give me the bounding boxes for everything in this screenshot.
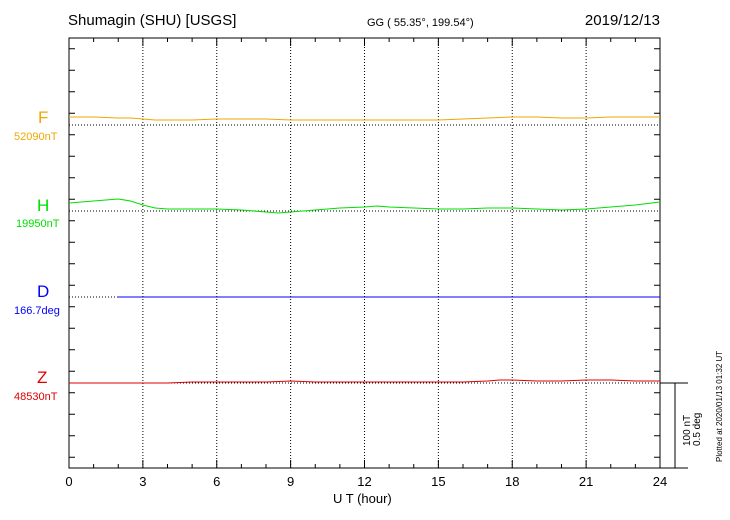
plot-border (68, 37, 661, 469)
plot-date: 2019/12/13 (584, 12, 660, 29)
series-label-h: H (37, 196, 50, 215)
x-tick-label: 0 (65, 474, 72, 489)
series-label-z: Z (37, 368, 48, 387)
x-tick-label: 12 (357, 474, 371, 489)
trace-z (69, 379, 660, 384)
hour-gridlines (142, 38, 587, 468)
baseline-label-d: 166.7deg (14, 305, 60, 317)
x-tick-label: 9 (287, 474, 294, 489)
x-tick-label: 6 (213, 474, 220, 489)
plot-frame (68, 37, 661, 469)
x-tick-label: 3 (139, 474, 146, 489)
series-label-d: D (37, 282, 50, 301)
axis-ticks (68, 38, 661, 468)
x-tick-label: 18 (505, 474, 519, 489)
trace-f (69, 116, 660, 121)
x-tick-label: 21 (579, 474, 593, 489)
x-tick-labels: 0 3 6 9 12 15 18 21 24 (65, 474, 667, 489)
scale-bar (660, 382, 688, 469)
x-tick-label: 24 (653, 474, 667, 489)
scale-deg-label: 0.5 deg (692, 412, 703, 446)
baseline-label-h: 19950nT (16, 218, 60, 230)
series-label-f: F (38, 108, 49, 127)
station-title: Shumagin (SHU) [USGS] (68, 12, 237, 29)
station-coordinates: GG ( 55.35°, 199.54°) (367, 17, 474, 29)
x-tick-label: 15 (431, 474, 445, 489)
baseline-label-f: 52090nT (14, 131, 58, 143)
x-axis-label: U T (hour) (333, 491, 392, 506)
traces (68, 116, 661, 384)
baseline-label-z: 48530nT (14, 391, 58, 403)
trace-h (68, 198, 661, 214)
plotted-timestamp: Plotted at 2020/01/13 01:32 UT (715, 350, 724, 462)
